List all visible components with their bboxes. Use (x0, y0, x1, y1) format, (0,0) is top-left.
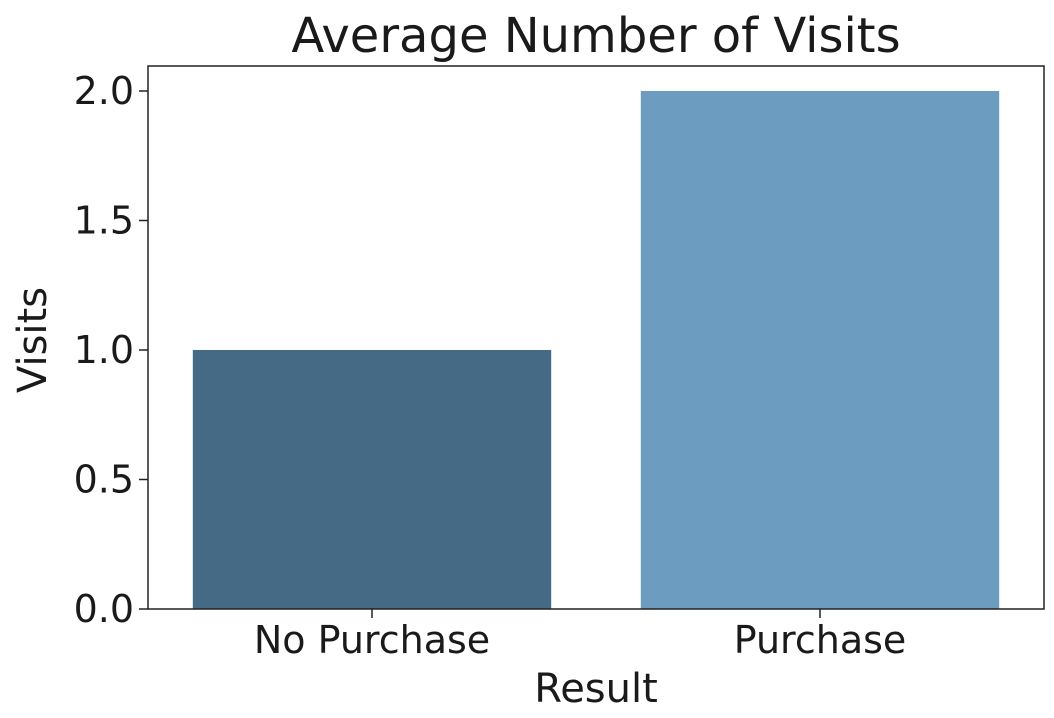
y-tick-label: 0.0 (74, 587, 134, 631)
y-tick-label: 2.0 (74, 69, 134, 113)
bar-purchase (640, 91, 1000, 609)
chart-title: Average Number of Visits (291, 8, 900, 64)
y-ticks: 0.0 0.5 1.0 1.5 2.0 (74, 69, 148, 631)
bars-layer (192, 91, 1000, 609)
y-tick-label: 1.0 (74, 328, 134, 372)
x-axis-label: Result (534, 666, 658, 712)
y-tick-label: 1.5 (74, 199, 134, 243)
x-tick-label: Purchase (734, 618, 907, 662)
y-tick-label: 0.5 (74, 458, 134, 502)
x-tick-label: No Purchase (254, 618, 490, 662)
x-ticks: No Purchase Purchase (254, 609, 906, 662)
bar-no-purchase (192, 350, 552, 609)
plot-frame (147, 65, 1045, 610)
y-axis-label: Visits (10, 287, 56, 393)
